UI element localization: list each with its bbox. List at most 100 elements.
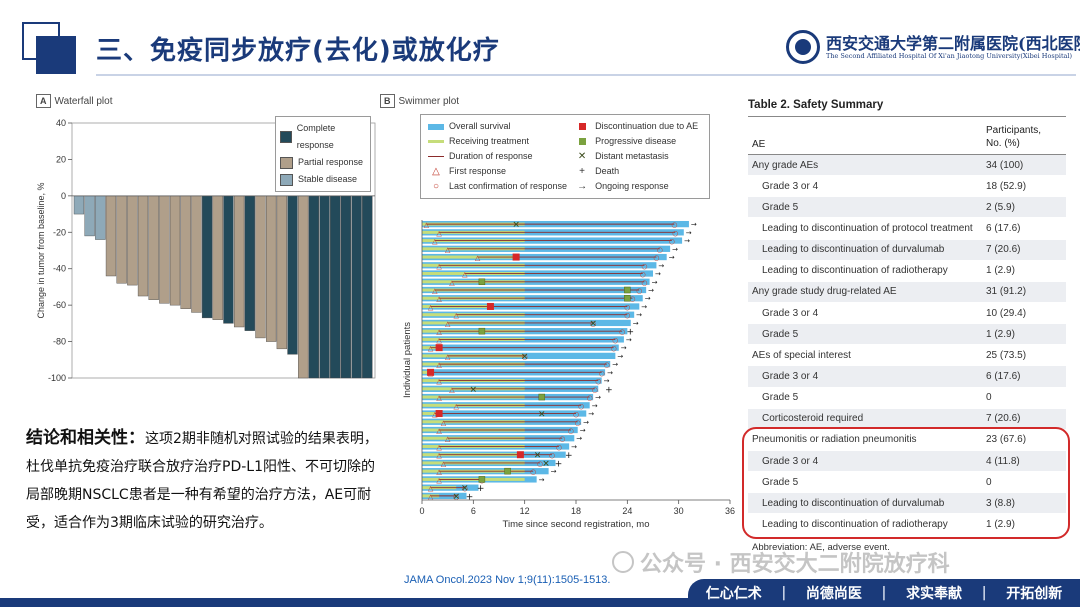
waterfall-bar <box>330 195 341 379</box>
ongoing-response-arrow: → <box>684 237 690 245</box>
death-marker: + <box>627 328 635 338</box>
last-confirmation-marker: ○ <box>592 386 598 394</box>
legend-item-complete: Complete response <box>280 120 366 154</box>
waterfall-bar <box>319 195 330 379</box>
row-label: Grade 3 or 4 <box>762 180 819 192</box>
row-value: 6 (17.6) <box>986 222 1021 234</box>
last-confirmation-marker: ○ <box>640 271 646 279</box>
slogan-item: 尚德尚医 <box>805 586 862 602</box>
table-row: Grade 5 2 (5.9) <box>748 197 1066 219</box>
arrow-icon: → <box>577 181 588 192</box>
row-value: 7 (20.6) <box>986 413 1021 425</box>
last-confirmation-marker: ○ <box>522 353 528 361</box>
progressive-disease-marker <box>504 467 511 475</box>
col-participants: Participants, No. (%) <box>986 124 1060 150</box>
last-confirmation-marker: ○ <box>657 246 663 254</box>
ongoing-response-arrow: → <box>607 369 613 377</box>
distant-metastasis-marker: ✕ <box>512 221 520 231</box>
slogan-separator: | <box>881 585 887 601</box>
page-title: 三、免疫同步放疗(去化)或放化疗 <box>96 36 500 66</box>
safety-table: AE Participants, No. (%) Any grade AEs 34 … <box>748 116 1066 553</box>
first-response-marker: △ <box>432 287 438 295</box>
waterfall-bar <box>137 195 149 297</box>
row-label: Leading to discontinuation of radiothera… <box>762 518 948 530</box>
ongoing-response-arrow: → <box>636 311 642 319</box>
waterfall-tag-title: Waterfall plot <box>54 95 113 107</box>
distant-metastasis-marker: ✕ <box>542 459 550 469</box>
slogan-separator: | <box>781 585 787 601</box>
first-response-marker: △ <box>436 229 442 237</box>
x-tick-label: 30 <box>674 506 684 516</box>
last-confirmation-marker: ○ <box>590 320 596 328</box>
row-label: Grade 3 or 4 <box>762 307 819 319</box>
first-response-marker: △ <box>436 295 442 303</box>
table-footnote: Abbreviation: AE, adverse event. <box>752 541 890 553</box>
wechat-icon <box>612 551 634 573</box>
slogan-item: 求实奉献 <box>906 586 963 602</box>
treatment-bar <box>422 370 431 374</box>
first-response-marker: △ <box>436 378 442 386</box>
row-label: Grade 5 <box>762 201 799 213</box>
ongoing-response-arrow: → <box>641 303 647 311</box>
last-confirmation-marker: ○ <box>619 328 625 336</box>
slogan-item: 仁心仁术 <box>705 586 762 602</box>
treatment-bar <box>422 494 440 498</box>
waterfall-bar <box>127 195 138 286</box>
legend-label: Overall survival <box>449 121 511 131</box>
row-value: 6 (17.6) <box>986 370 1021 382</box>
distant-metastasis-marker: ✕ <box>521 352 529 362</box>
ongoing-response-arrow: → <box>571 443 577 451</box>
discontinuation-ae-marker <box>512 253 520 261</box>
ongoing-response-arrow: → <box>655 270 661 278</box>
last-confirmation-marker: ○ <box>595 378 601 386</box>
table-row: Grade 3 or 4 18 (52.9) <box>748 176 1066 198</box>
y-tick-label: -100 <box>48 373 66 383</box>
legend-label: Death <box>595 166 620 176</box>
first-response-marker: △ <box>462 271 468 279</box>
ongoing-response-arrow: → <box>617 352 623 360</box>
distant-metastasis-marker: ✕ <box>461 484 469 494</box>
row-label: Grade 3 or 4 <box>762 455 819 467</box>
overall-survival-swatch <box>427 123 445 130</box>
row-label: Leading to discontinuation of protocol t… <box>762 222 973 234</box>
waterfall-bar <box>287 195 298 355</box>
first-response-marker: △ <box>445 320 451 328</box>
last-confirmation-marker: ○ <box>624 312 630 320</box>
first-response-marker: △ <box>436 361 442 369</box>
ongoing-response-arrow: → <box>604 377 610 385</box>
waterfall-bar <box>180 195 191 309</box>
waterfall-bar <box>298 195 309 379</box>
first-response-marker: △ <box>428 485 434 493</box>
ongoing-response-arrow: → <box>626 336 632 344</box>
progressive-disease-marker <box>624 294 631 302</box>
last-confirmation-marker: ○ <box>629 295 635 303</box>
header-divider <box>96 74 1076 76</box>
table-row: Grade 5 1 (2.9) <box>748 324 1066 346</box>
distant-metastasis-marker: ✕ <box>538 410 546 420</box>
row-label: Any grade AEs <box>752 159 819 171</box>
discontinuation-ae-marker <box>516 451 524 459</box>
row-value: 4 (11.8) <box>986 455 1020 467</box>
ongoing-response-arrow: → <box>645 295 651 303</box>
legend-item: ○ Last confirmation of response <box>427 179 567 194</box>
x-tick-label: 6 <box>471 506 476 516</box>
last-confirmation-marker: ○ <box>556 443 562 451</box>
death-marker: + <box>477 484 485 494</box>
duration-line-icon <box>427 156 445 157</box>
complete-response-swatch <box>280 131 292 143</box>
last-confirmation-marker: ○ <box>611 345 617 353</box>
death-marker: + <box>565 451 573 461</box>
ongoing-response-arrow: → <box>551 468 557 476</box>
row-value: 0 <box>986 476 992 488</box>
legend-label: Complete response <box>296 123 336 150</box>
waterfall-bar <box>159 195 170 304</box>
table-body: Any grade AEs 34 (100) Grade 3 or 4 18 (52.… <box>748 155 1066 536</box>
legend-label: Partial response <box>298 157 364 167</box>
table-header: AE Participants, No. (%) <box>748 117 1066 155</box>
first-response-marker: △ <box>445 353 451 361</box>
row-value: 1 (2.9) <box>986 328 1015 340</box>
last-confirmation-marker: ○ <box>653 254 659 262</box>
row-label: Grade 3 or 4 <box>762 370 819 382</box>
row-value: 2 (5.9) <box>986 201 1015 213</box>
first-response-marker: △ <box>436 452 442 460</box>
